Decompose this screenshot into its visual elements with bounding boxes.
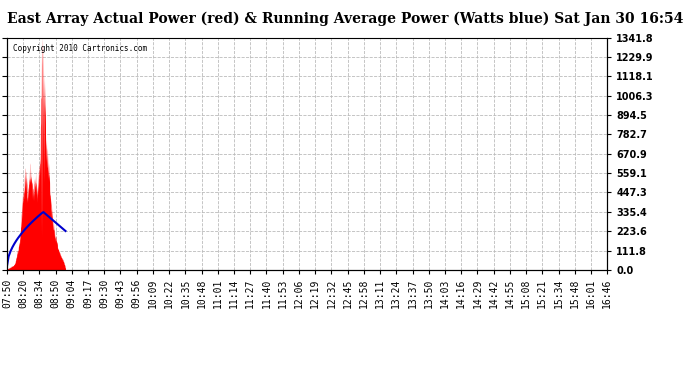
- Text: Copyright 2010 Cartronics.com: Copyright 2010 Cartronics.com: [13, 45, 147, 54]
- Text: East Array Actual Power (red) & Running Average Power (Watts blue) Sat Jan 30 16: East Array Actual Power (red) & Running …: [7, 11, 683, 26]
